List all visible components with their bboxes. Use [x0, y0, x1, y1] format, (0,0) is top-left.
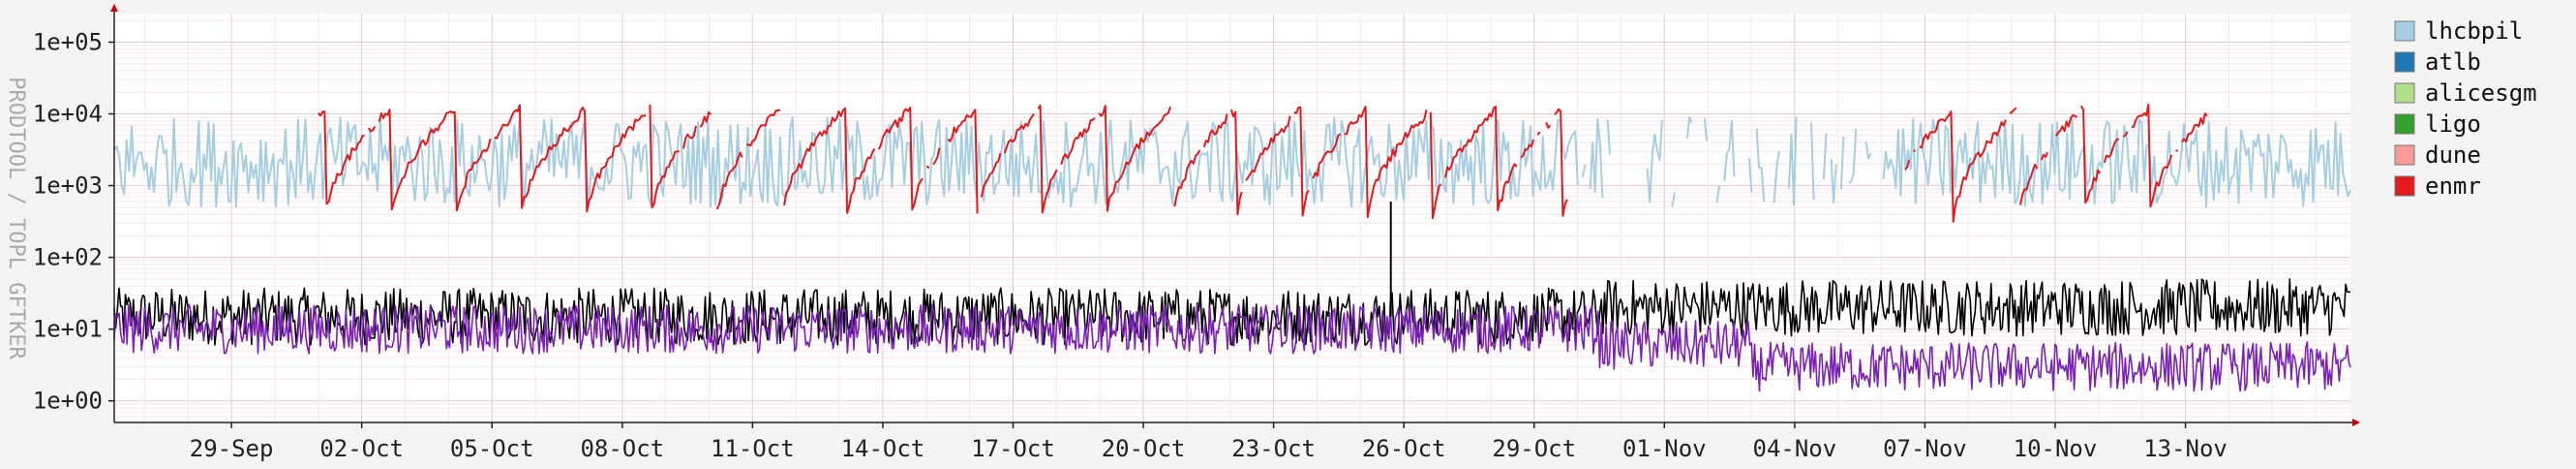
legend-swatch-enmr — [2394, 175, 2415, 197]
plot-frame — [114, 14, 2350, 422]
x-tick-label: 07-Nov — [1883, 435, 1967, 462]
y-axis-arrow — [110, 4, 118, 12]
series-group — [113, 103, 2351, 392]
legend-label-atlb: atlb — [2425, 48, 2481, 76]
series-line-background-1 — [113, 278, 2351, 346]
legend-label-lhcbpil: lhcbpil — [2425, 17, 2523, 45]
legend-swatch-atlb — [2394, 51, 2415, 73]
plot-background — [114, 14, 2350, 422]
y-axis-label: PRODTOOL / TOPL GFTKER — [4, 77, 28, 360]
y-tick-label: 1e+04 — [33, 101, 103, 128]
x-tick-label: 05-Oct — [450, 435, 534, 462]
y-tick-label: 1e+05 — [33, 28, 103, 55]
x-tick-label: 08-Oct — [580, 435, 664, 462]
x-tick-label: 13-Nov — [2143, 435, 2227, 462]
series-line-enmr — [318, 103, 2208, 223]
x-tick-label: 29-Oct — [1492, 435, 1576, 462]
x-tick-label: 20-Oct — [1102, 435, 1186, 462]
legend-swatch-lhcbpil — [2394, 20, 2415, 42]
legend-swatch-alicesgm — [2394, 82, 2415, 104]
x-tick-label: 29-Sep — [190, 435, 274, 462]
x-tick-label: 26-Oct — [1362, 435, 1446, 462]
y-tick-label: 1e+03 — [33, 172, 103, 200]
x-tick-label: 17-Oct — [971, 435, 1055, 462]
legend: lhcbpil atlb alicesgm ligo dune enmr — [2394, 17, 2537, 200]
x-tick-label: 04-Nov — [1753, 435, 1837, 462]
x-tick-label: 23-Oct — [1231, 435, 1316, 462]
y-tick-label: 1e+02 — [33, 244, 103, 271]
axes: 1e+00 1e+01 1e+02 1e+03 1e+04 1e+05 29-Sep 02-O… — [4, 4, 2360, 462]
x-tick-label: 11-Oct — [711, 435, 795, 462]
x-tick-label: 10-Nov — [2014, 435, 2098, 462]
x-tick-label: 01-Nov — [1622, 435, 1707, 462]
legend-swatch-dune — [2394, 144, 2415, 166]
y-tick-label: 1e+00 — [33, 388, 103, 415]
x-axis-arrow — [2352, 419, 2360, 426]
legend-label-ligo: ligo — [2425, 110, 2481, 138]
legend-label-enmr: enmr — [2425, 172, 2481, 200]
legend-label-dune: dune — [2425, 141, 2481, 169]
x-tick-label: 14-Oct — [841, 435, 925, 462]
x-tick-label: 02-Oct — [319, 435, 404, 462]
series-line-background-2 — [113, 303, 2351, 392]
legend-swatch-ligo — [2394, 113, 2415, 135]
y-tick-label: 1e+01 — [33, 316, 103, 343]
legend-label-alicesgm: alicesgm — [2425, 79, 2537, 107]
